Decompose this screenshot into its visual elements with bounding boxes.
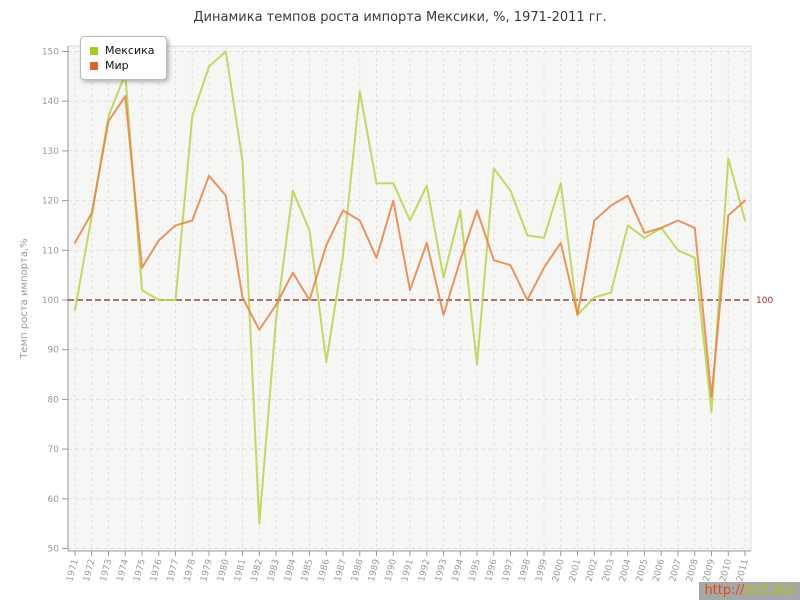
chart-legend: Мексика Мир [80, 36, 168, 80]
x-tick-label: 1985 [300, 558, 316, 583]
world-series-swatch-icon [90, 61, 98, 70]
x-tick-label: 1974 [116, 558, 132, 583]
x-tick-label: 1992 [417, 558, 433, 583]
x-tick-label: 1988 [350, 558, 366, 583]
x-tick-label: 1973 [99, 558, 115, 583]
mexico-series-swatch-icon [90, 46, 98, 55]
x-tick-label: 1981 [233, 558, 249, 583]
x-tick-label: 2002 [585, 558, 601, 583]
x-tick-label: 2009 [702, 558, 718, 583]
legend-label-mexico: Мексика [105, 44, 155, 57]
legend-item-mexico: Мексика [90, 44, 154, 57]
x-tick-label: 1998 [518, 558, 534, 583]
x-tick-label: 1983 [266, 558, 282, 583]
x-tick-label: 1980 [216, 558, 232, 583]
y-tick-label: 140 [42, 97, 59, 107]
x-tick-label: 1993 [434, 558, 450, 583]
watermark-domain-text: be5.biz/ [744, 583, 796, 598]
x-tick-label: 2003 [601, 558, 617, 583]
legend-item-world: Мир [90, 59, 154, 72]
y-tick-label: 50 [48, 545, 60, 555]
x-tick-label: 2006 [652, 558, 668, 583]
x-tick-label: 1976 [149, 558, 165, 583]
x-tick-label: 1991 [400, 558, 416, 583]
watermark-link[interactable]: http://be5.biz/ [699, 582, 800, 600]
x-tick-label: 1994 [451, 558, 467, 583]
x-tick-label: 1982 [250, 558, 266, 583]
x-tick-label: 1986 [317, 558, 333, 583]
x-tick-label: 1971 [65, 558, 81, 583]
chart-title: Динамика темпов роста импорта Мексики, %… [193, 10, 607, 25]
series-line-world [74, 95, 746, 398]
x-tick-label: 2004 [618, 558, 634, 583]
x-tick-label: 1997 [501, 558, 517, 583]
x-tick-label: 1975 [132, 558, 148, 583]
x-tick-label: 2007 [668, 558, 684, 583]
series-line-mexico [74, 50, 746, 525]
y-axis-title: Темп роста импорта,% [19, 238, 30, 359]
x-tick-label: 2008 [685, 558, 701, 583]
y-tick-label: 100 [42, 296, 59, 306]
y-tick-label: 110 [42, 246, 59, 256]
y-tick-label: 120 [42, 197, 59, 207]
x-tick-label: 1979 [199, 558, 215, 583]
x-tick-label: 2005 [635, 558, 651, 583]
x-tick-label: 1972 [82, 558, 98, 583]
y-tick-label: 70 [48, 445, 60, 455]
y-tick-label: 130 [42, 147, 59, 157]
y-tick-label: 60 [48, 495, 60, 505]
x-tick-label: 2010 [719, 558, 735, 583]
x-tick-label: 1990 [384, 558, 400, 583]
x-tick-label: 1995 [467, 558, 483, 583]
x-tick-label: 1999 [534, 558, 550, 583]
legend-label-world: Мир [105, 59, 129, 72]
y-tick-label: 150 [42, 48, 59, 58]
x-tick-label: 2000 [551, 558, 567, 583]
x-tick-label: 1984 [283, 558, 299, 583]
watermark-protocol-text: http:// [704, 583, 745, 598]
x-tick-label: 1996 [484, 558, 500, 583]
reference-line-label: 100 [756, 296, 773, 306]
x-tick-label: 1977 [166, 558, 182, 583]
x-tick-label: 1989 [367, 558, 383, 583]
x-tick-label: 1978 [183, 558, 199, 583]
x-tick-label: 1987 [333, 558, 349, 583]
y-tick-label: 90 [48, 346, 60, 356]
x-tick-label: 2011 [735, 558, 751, 583]
y-tick-label: 80 [48, 395, 60, 405]
x-tick-label: 2001 [568, 558, 584, 583]
